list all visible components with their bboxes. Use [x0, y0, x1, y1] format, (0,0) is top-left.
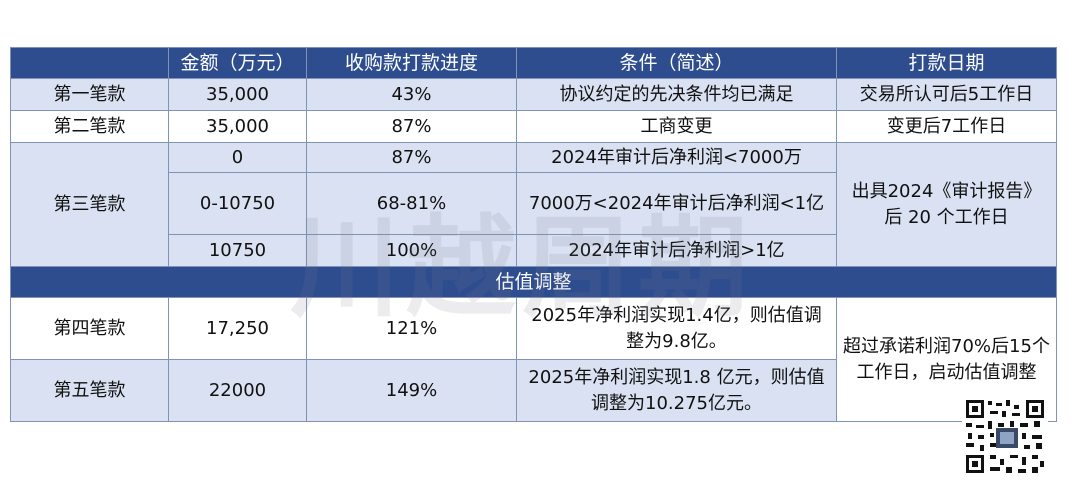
payment-schedule-table: 金额（万元） 收购款打款进度 条件（简述） 打款日期 第一笔款 35,000 4…	[10, 47, 1057, 422]
row-date: 出具2024《审计报告》后 20 个工作日	[836, 142, 1057, 267]
row-condition: 2024年审计后净利润<7000万	[516, 142, 837, 173]
row-progress: 87%	[306, 142, 517, 173]
row-progress: 87%	[306, 110, 517, 143]
row-amount: 17,250	[168, 297, 307, 360]
row-name: 第五笔款	[10, 359, 169, 422]
qr-code	[962, 397, 1048, 477]
row-progress: 149%	[306, 359, 517, 422]
row-progress: 100%	[306, 234, 517, 267]
table-row: 第五笔款 22000 149% 2025年净利润实现1.8 亿元，则估值调整为1…	[10, 359, 1057, 422]
table-row: 第四笔款 17,250 121% 2025年净利润实现1.4亿，则估值调整为9.…	[10, 297, 1057, 422]
section-row: 估值调整	[10, 266, 1057, 298]
table-row: 第三笔款 0 87% 2024年审计后净利润<7000万 出具2024《审计报告…	[10, 142, 1057, 267]
row-date: 交易所认可后5工作日	[836, 78, 1057, 111]
row-amount: 0	[168, 142, 307, 173]
table-row: 10750 100% 2024年审计后净利润>1亿	[11, 234, 1057, 267]
row-name: 第四笔款	[10, 297, 169, 360]
header-cell	[10, 47, 169, 79]
row-amount: 22000	[168, 359, 307, 422]
row-amount: 10750	[168, 234, 307, 267]
row-date: 变更后7工作日	[836, 110, 1057, 143]
payment-table-container: 金额（万元） 收购款打款进度 条件（简述） 打款日期 第一笔款 35,000 4…	[10, 47, 1057, 422]
row-condition: 2024年审计后净利润>1亿	[516, 234, 837, 267]
header-progress: 收购款打款进度	[306, 47, 517, 79]
header-amount: 金额（万元）	[168, 47, 307, 79]
row-amount: 35,000	[168, 110, 307, 143]
table-row: 第二笔款 35,000 87% 工商变更 变更后7工作日	[10, 110, 1057, 143]
table-header-row: 金额（万元） 收购款打款进度 条件（简述） 打款日期	[10, 47, 1057, 79]
row-name: 第一笔款	[10, 78, 169, 111]
row-amount: 35,000	[168, 78, 307, 111]
row-condition: 工商变更	[516, 110, 837, 143]
header-date: 打款日期	[836, 47, 1057, 79]
row-condition: 2025年净利润实现1.4亿，则估值调整为9.8亿。	[516, 297, 837, 360]
table-row: 0-10750 68-81% 7000万<2024年审计后净利润<1亿	[11, 172, 1057, 235]
row-progress: 68-81%	[306, 172, 517, 235]
row-name: 第二笔款	[10, 110, 169, 143]
section-title: 估值调整	[10, 266, 1057, 298]
row-progress: 43%	[306, 78, 517, 111]
header-condition: 条件（简述）	[516, 47, 837, 79]
row-progress: 121%	[306, 297, 517, 360]
row-name: 第三笔款	[10, 142, 169, 267]
row-condition: 7000万<2024年审计后净利润<1亿	[516, 172, 837, 235]
table-row: 第一笔款 35,000 43% 协议约定的先决条件均已满足 交易所认可后5工作日	[10, 78, 1057, 111]
row-condition: 2025年净利润实现1.8 亿元，则估值调整为10.275亿元。	[516, 359, 837, 422]
row-condition: 协议约定的先决条件均已满足	[516, 78, 837, 111]
row-amount: 0-10750	[168, 172, 307, 235]
